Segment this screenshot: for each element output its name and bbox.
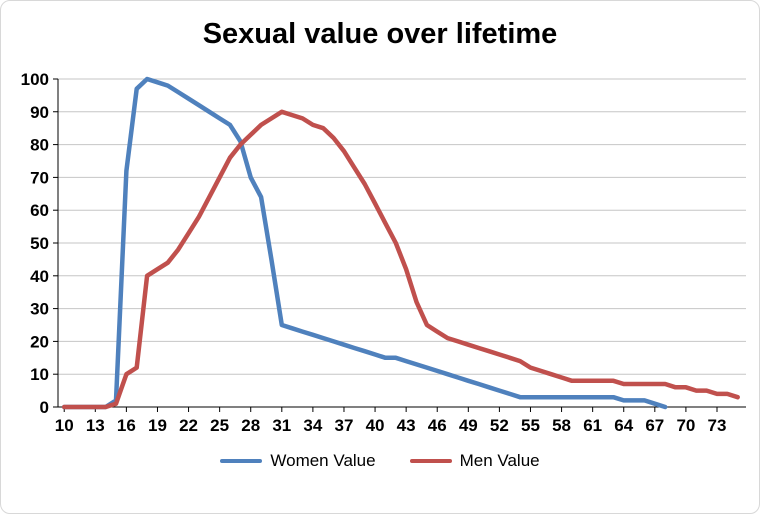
y-tick-label: 20 — [30, 332, 49, 351]
x-tick-label: 67 — [645, 416, 664, 435]
x-tick-label: 37 — [335, 416, 354, 435]
series-line-men-value — [61, 109, 740, 410]
x-tick-label: 22 — [179, 416, 198, 435]
x-tick-label: 19 — [148, 416, 167, 435]
y-tick-label: 0 — [40, 398, 49, 417]
x-tick-label: 16 — [117, 416, 136, 435]
y-tick-label: 40 — [30, 267, 49, 286]
x-tick-label: 10 — [55, 416, 74, 435]
x-tick-label: 49 — [459, 416, 478, 435]
x-tick-label: 52 — [490, 416, 509, 435]
x-tick-label: 55 — [521, 416, 540, 435]
y-tick-label: 100 — [21, 70, 49, 89]
x-tick-label: 25 — [210, 416, 229, 435]
legend-label-men-value: Men Value — [459, 451, 540, 470]
x-tick-label: 43 — [397, 416, 416, 435]
legend-item-women-value: Women Value — [220, 451, 376, 471]
y-tick-label: 50 — [30, 234, 49, 253]
x-tick-label: 73 — [708, 416, 727, 435]
x-tick-label: 70 — [676, 416, 695, 435]
x-tick-label: 64 — [614, 416, 633, 435]
x-tick-label: 46 — [428, 416, 447, 435]
series-line-women-value — [61, 76, 668, 410]
y-tick-label: 80 — [30, 136, 49, 155]
y-tick-label: 90 — [30, 103, 49, 122]
y-tick-label: 10 — [30, 365, 49, 384]
chart-legend: Women Value Men Value — [1, 451, 759, 471]
y-tick-label: 30 — [30, 300, 49, 319]
x-tick-label: 61 — [583, 416, 602, 435]
men-value-line-swatch — [409, 459, 452, 463]
legend-item-men-value: Men Value — [409, 451, 540, 471]
x-tick-label: 28 — [241, 416, 260, 435]
legend-label-women-value: Women Value — [270, 451, 376, 470]
women-value-line-swatch — [220, 459, 263, 463]
chart-plot-area: 0 10 20 30 40 50 60 70 80 90 100 10 13 16 19 22 25 28 31 34… — [21, 70, 746, 435]
x-tick-label: 58 — [552, 416, 571, 435]
y-tick-label: 60 — [30, 201, 49, 220]
x-tick-label: 31 — [272, 416, 291, 435]
chart-title: Sexual value over lifetime — [202, 18, 558, 50]
y-tick-label: 70 — [30, 168, 49, 187]
x-tick-label: 13 — [86, 416, 105, 435]
x-tick-label: 34 — [303, 416, 322, 435]
x-tick-label: 40 — [366, 416, 385, 435]
